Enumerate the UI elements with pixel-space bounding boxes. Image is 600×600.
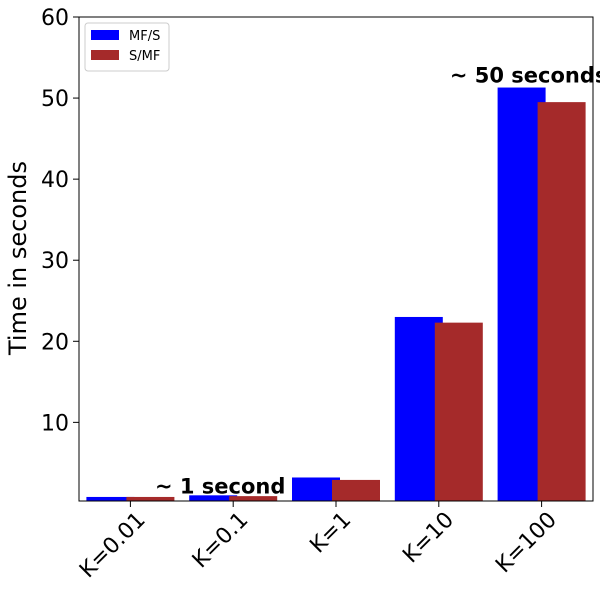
annotation-1: ~ 50 seconds xyxy=(450,64,600,88)
bar-s-mf-0 xyxy=(126,496,175,501)
x-tick-label-2: K=1 xyxy=(305,508,356,559)
x-axis: K=0.01 K=0.1 K=1 K=10 K=100 xyxy=(75,501,562,583)
bars-group xyxy=(86,87,586,502)
y-axis: 10 20 30 40 50 60 xyxy=(41,6,79,436)
y-tick-label-60: 60 xyxy=(41,6,69,31)
y-tick-label-20: 20 xyxy=(41,330,69,355)
bar-s-mf-3 xyxy=(434,322,483,501)
x-tick-label-3: K=10 xyxy=(398,508,459,569)
y-tick-label-40: 40 xyxy=(41,168,69,193)
y-axis-label: Time in seconds xyxy=(4,161,32,356)
legend: MF/S S/MF xyxy=(84,22,170,72)
x-tick-label-0: K=0.01 xyxy=(75,508,151,584)
bar-s-mf-4 xyxy=(537,102,586,502)
legend-label-1: S/MF xyxy=(129,49,160,64)
legend-label-0: MF/S xyxy=(129,29,160,44)
legend-swatch-1 xyxy=(91,50,119,60)
annotation-0: ~ 1 second xyxy=(155,475,285,499)
bar-mf-s-2 xyxy=(292,477,340,501)
bar-mf-s-1 xyxy=(189,495,238,501)
y-tick-label-50: 50 xyxy=(41,87,69,112)
bar-s-mf-2 xyxy=(332,479,380,501)
y-tick-label-10: 10 xyxy=(41,411,69,436)
annotations-group: ~ 1 second ~ 50 seconds xyxy=(155,64,600,499)
x-tick-label-4: K=100 xyxy=(491,508,562,579)
legend-swatch-0 xyxy=(91,30,119,40)
bar-s-mf-1 xyxy=(229,496,278,501)
bar-mf-s-0 xyxy=(86,496,135,501)
x-tick-label-1: K=0.1 xyxy=(188,508,254,574)
y-tick-label-30: 30 xyxy=(41,249,69,274)
